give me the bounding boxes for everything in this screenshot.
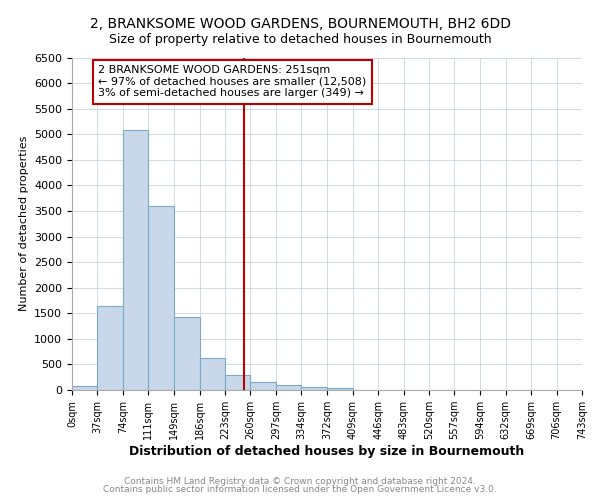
Bar — [250, 382, 276, 390]
Bar — [174, 318, 200, 390]
Y-axis label: Number of detached properties: Number of detached properties — [19, 136, 29, 312]
Bar — [225, 374, 250, 390]
Text: Contains public sector information licensed under the Open Government Licence v3: Contains public sector information licen… — [103, 485, 497, 494]
Bar — [276, 385, 301, 390]
Bar — [200, 358, 225, 390]
X-axis label: Distribution of detached houses by size in Bournemouth: Distribution of detached houses by size … — [130, 445, 524, 458]
Bar — [123, 130, 148, 390]
Bar — [148, 206, 174, 390]
Bar — [72, 386, 97, 390]
Bar — [328, 388, 353, 390]
Text: 2, BRANKSOME WOOD GARDENS, BOURNEMOUTH, BH2 6DD: 2, BRANKSOME WOOD GARDENS, BOURNEMOUTH, … — [89, 18, 511, 32]
Bar — [97, 306, 123, 390]
Text: Contains HM Land Registry data © Crown copyright and database right 2024.: Contains HM Land Registry data © Crown c… — [124, 477, 476, 486]
Text: Size of property relative to detached houses in Bournemouth: Size of property relative to detached ho… — [109, 32, 491, 46]
Text: 2 BRANKSOME WOOD GARDENS: 251sqm
← 97% of detached houses are smaller (12,508)
3: 2 BRANKSOME WOOD GARDENS: 251sqm ← 97% o… — [98, 65, 367, 98]
Bar — [301, 388, 328, 390]
